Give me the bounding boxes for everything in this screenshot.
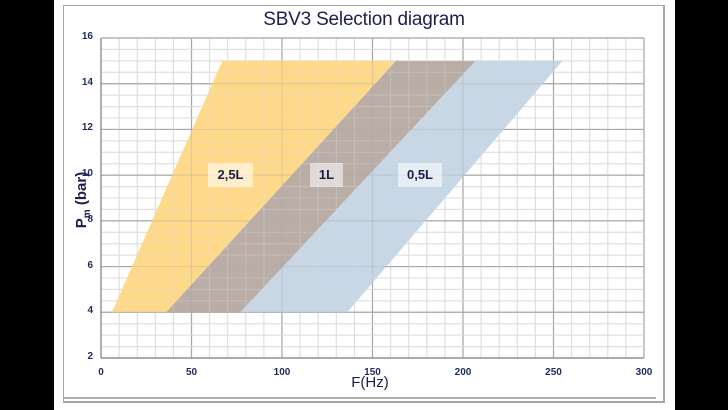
grid-overlay: [100, 37, 645, 359]
chart-title: SBV3 Selection diagram: [263, 9, 465, 30]
y-tick-label: 2: [87, 351, 93, 362]
y-tick-label: 10: [81, 168, 93, 180]
y-tick-label: 4: [87, 305, 93, 317]
band-label-1l: 1L: [310, 163, 343, 187]
x-tick-label: 200: [454, 367, 472, 378]
y-tick-label: 16: [81, 31, 93, 42]
x-tick-label: 100: [273, 367, 291, 378]
y-axis-label-main: P: [73, 218, 90, 229]
y-axis-label-unit: (bar): [73, 171, 90, 210]
band-label-2-5l: 2,5L: [208, 163, 253, 187]
band-label-0-5l: 0,5L: [398, 163, 442, 187]
chart-frame: [63, 5, 665, 403]
x-tick-label: 250: [545, 367, 562, 378]
band-2-5l: [111, 60, 397, 313]
x-tick-label: 50: [185, 367, 198, 378]
frame-bottom-rule: [64, 397, 656, 399]
y-tick-label: 6: [87, 259, 93, 271]
x-tick-label: 300: [635, 367, 653, 378]
y-tick-label: 8: [87, 213, 93, 225]
y-axis-label: Pm (bar): [73, 135, 93, 265]
x-tick-label: 150: [364, 367, 381, 378]
x-axis-label: F(Hz): [351, 374, 389, 391]
y-tick-label: 12: [81, 122, 93, 134]
y-axis-label-subscript: m: [82, 209, 93, 219]
x-tick-label: 0: [98, 367, 104, 378]
y-tick-label: 14: [81, 76, 93, 88]
